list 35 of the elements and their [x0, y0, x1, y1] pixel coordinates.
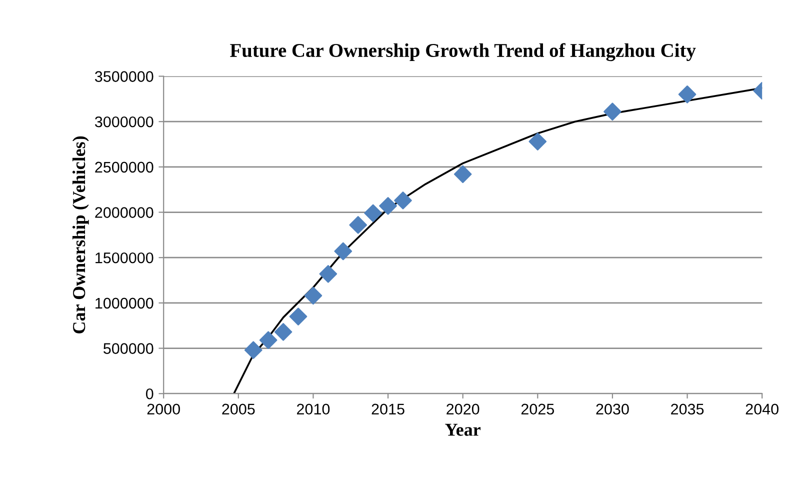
point	[678, 85, 696, 104]
point	[364, 204, 382, 222]
point	[244, 341, 262, 359]
point	[334, 242, 352, 260]
y-tick-label: 3000000	[94, 116, 154, 128]
x-tick-label: 2010	[296, 404, 330, 415]
point	[528, 132, 547, 150]
point	[319, 265, 338, 283]
point	[394, 192, 412, 210]
point	[289, 308, 308, 326]
y-tick-label: 3500000	[94, 71, 154, 82]
point	[259, 331, 278, 350]
point	[304, 286, 322, 305]
point	[274, 323, 292, 341]
y-axis-title: Car Ownership (Vehicles)	[72, 136, 89, 334]
point	[604, 102, 622, 121]
x-tick-label: 2015	[372, 404, 404, 415]
x-axis-title: Year	[445, 424, 480, 436]
x-tick-label: 2005	[222, 404, 255, 415]
point	[379, 197, 397, 215]
y-tick-label: 1500000	[96, 252, 154, 264]
x-tick-label: 2040	[746, 404, 778, 415]
x-tick-label: 2035	[671, 404, 704, 415]
point	[349, 216, 368, 234]
chart-title: Future Car Ownership Growth Trend of Hangzhou City	[230, 43, 696, 62]
y-tick-label: 0	[146, 388, 154, 400]
x-tick-label: 2030	[596, 404, 629, 415]
x-tick-label: 2025	[521, 404, 554, 415]
x-tick-label: 2000	[147, 404, 180, 415]
y-tick-label: 2000000	[95, 207, 154, 218]
y-tick-label: 500000	[104, 343, 154, 354]
point	[454, 165, 472, 184]
y-tick-label: 1000000	[96, 298, 154, 309]
y-tick-label: 2500000	[95, 162, 154, 173]
x-tick-label: 2020	[446, 404, 480, 415]
